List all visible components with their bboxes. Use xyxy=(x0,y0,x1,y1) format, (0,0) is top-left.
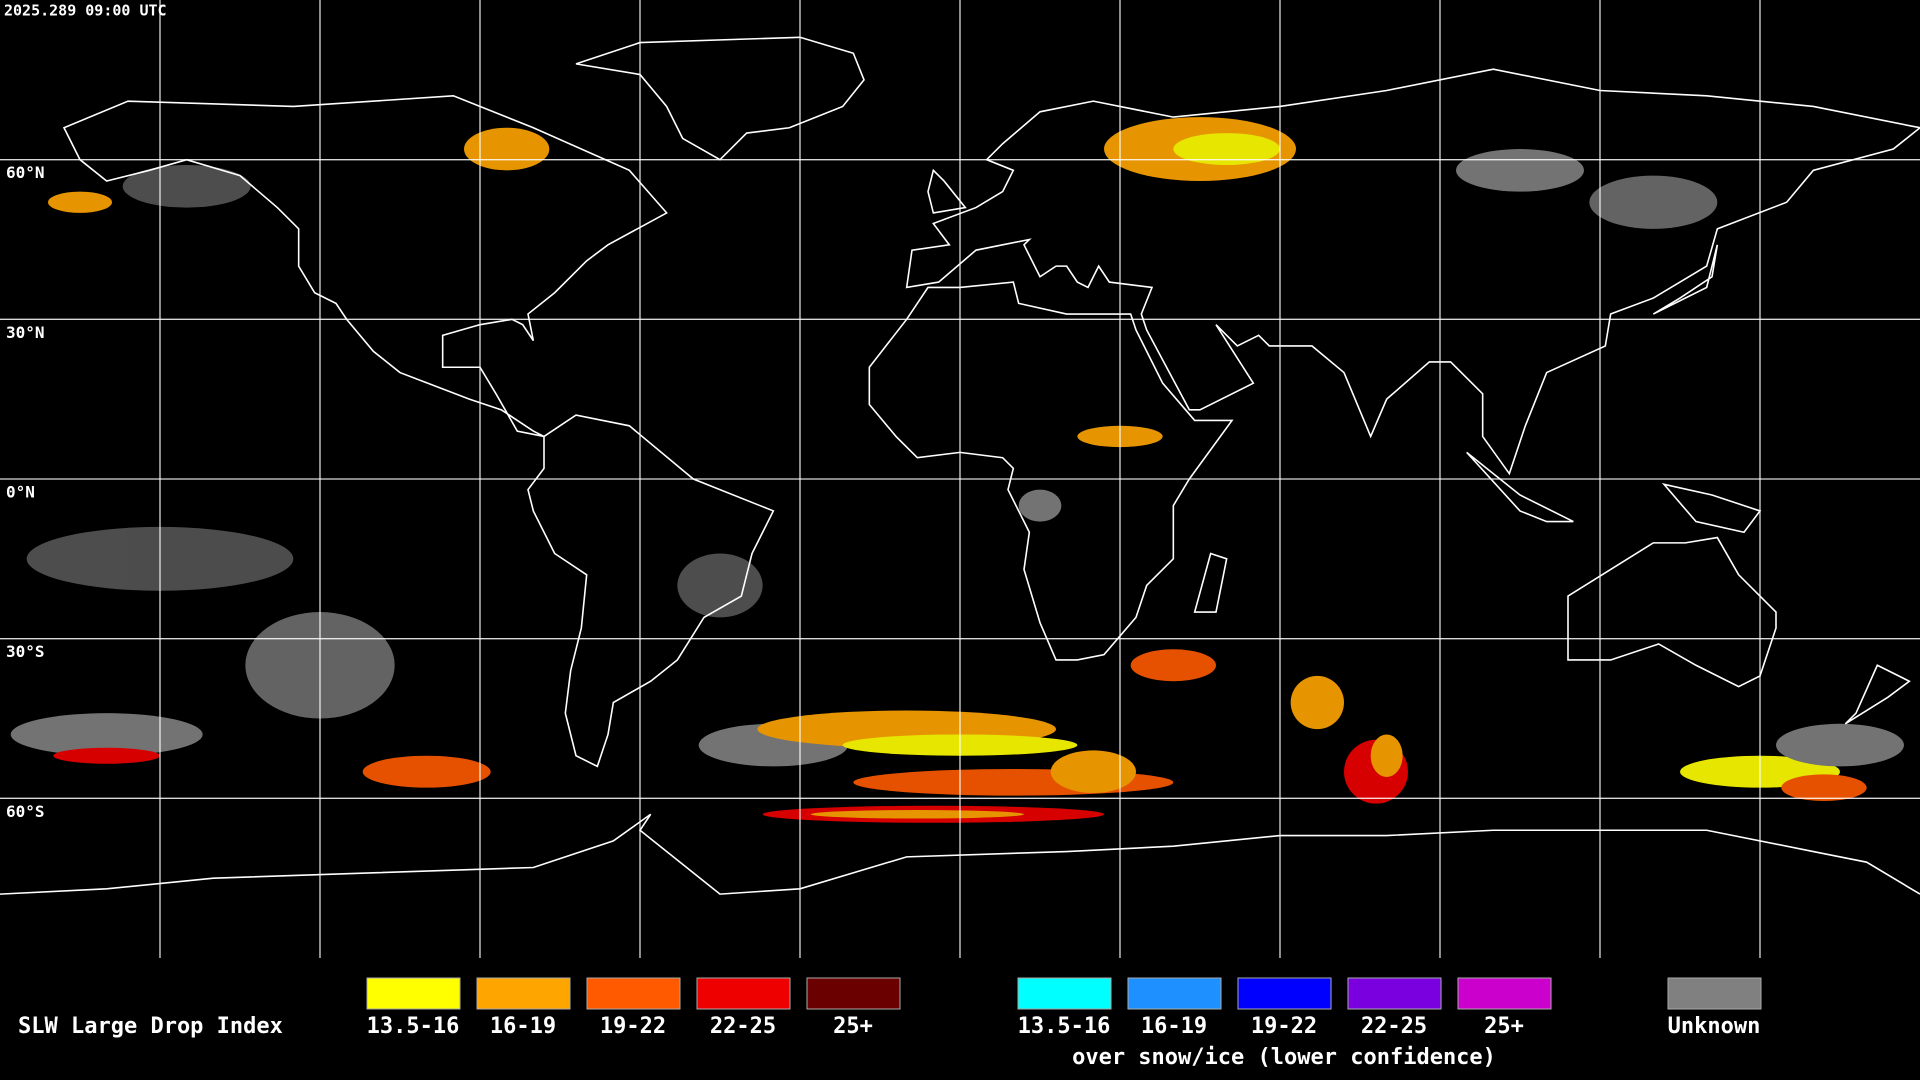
legend-swatch xyxy=(586,977,681,1010)
legend-swatch xyxy=(1457,977,1552,1010)
legend-label: 25+ xyxy=(1484,1014,1524,1039)
latitude-label: 60°S xyxy=(6,802,45,821)
legend-swatch xyxy=(1667,977,1762,1010)
latitude-label: 0°N xyxy=(6,483,35,502)
legend-swatch xyxy=(366,977,461,1010)
legend-swatch xyxy=(806,977,901,1010)
legend-label: 16-19 xyxy=(490,1014,556,1039)
latitude-label: 60°N xyxy=(6,163,45,182)
legend-label: 22-25 xyxy=(710,1014,776,1039)
legend-label: 22-25 xyxy=(1361,1014,1427,1039)
legend-swatch xyxy=(1237,977,1332,1010)
map: 60°N 30°N 0°N 30°S 60°S xyxy=(0,0,1920,958)
timestamp: 2025.289 09:00 UTC xyxy=(4,2,167,20)
legend-label: Unknown xyxy=(1668,1014,1761,1039)
legend-swatch xyxy=(1347,977,1442,1010)
legend-swatch xyxy=(1127,977,1222,1010)
legend-label: 13.5-16 xyxy=(367,1014,460,1039)
latitude-label: 30°S xyxy=(6,642,45,661)
legend-note: over snow/ice (lower confidence) xyxy=(1072,1045,1496,1070)
latitude-label: 30°N xyxy=(6,323,45,342)
legend-swatch xyxy=(476,977,571,1010)
legend-label: 25+ xyxy=(833,1014,873,1039)
legend: SLW Large Drop Index over snow/ice (lowe… xyxy=(18,977,1762,1070)
legend-swatch xyxy=(696,977,791,1010)
legend-label: 19-22 xyxy=(1251,1014,1317,1039)
legend-label: 16-19 xyxy=(1141,1014,1207,1039)
legend-label: 13.5-16 xyxy=(1018,1014,1111,1039)
coastlines xyxy=(0,37,1920,894)
legend-label: 19-22 xyxy=(600,1014,666,1039)
legend-title: SLW Large Drop Index xyxy=(18,1014,283,1039)
legend-swatch xyxy=(1017,977,1112,1010)
